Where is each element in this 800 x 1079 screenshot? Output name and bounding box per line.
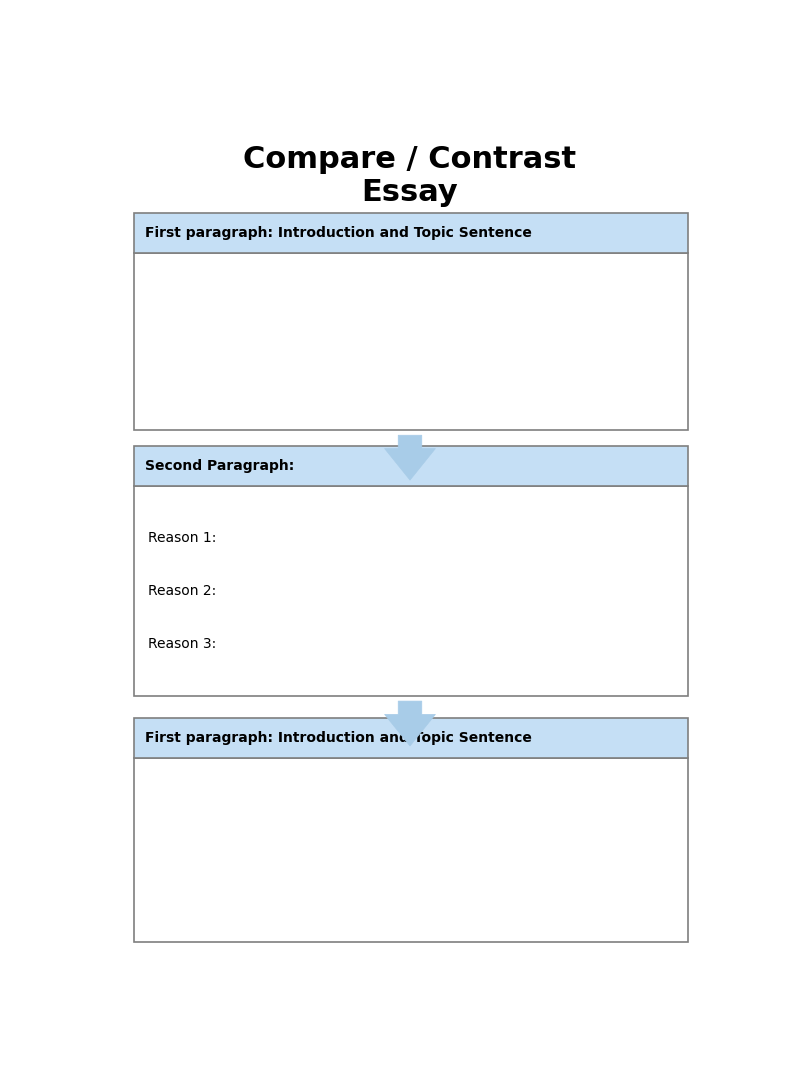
Text: Reason 1:: Reason 1:: [148, 532, 216, 546]
Text: Second Paragraph:: Second Paragraph:: [146, 459, 294, 473]
Text: Reason 2:: Reason 2:: [148, 584, 216, 598]
Polygon shape: [385, 435, 435, 480]
Text: Reason 3:: Reason 3:: [148, 637, 216, 651]
Text: First paragraph: Introduction and Topic Sentence: First paragraph: Introduction and Topic …: [146, 730, 532, 745]
Polygon shape: [385, 701, 435, 746]
Bar: [134, 486, 688, 696]
Bar: [134, 254, 688, 431]
Text: Compare / Contrast
Essay: Compare / Contrast Essay: [243, 145, 577, 207]
Bar: [134, 757, 688, 942]
Bar: [134, 718, 688, 757]
Text: First paragraph: Introduction and Topic Sentence: First paragraph: Introduction and Topic …: [146, 227, 532, 241]
Bar: [134, 214, 688, 254]
Bar: [134, 446, 688, 486]
